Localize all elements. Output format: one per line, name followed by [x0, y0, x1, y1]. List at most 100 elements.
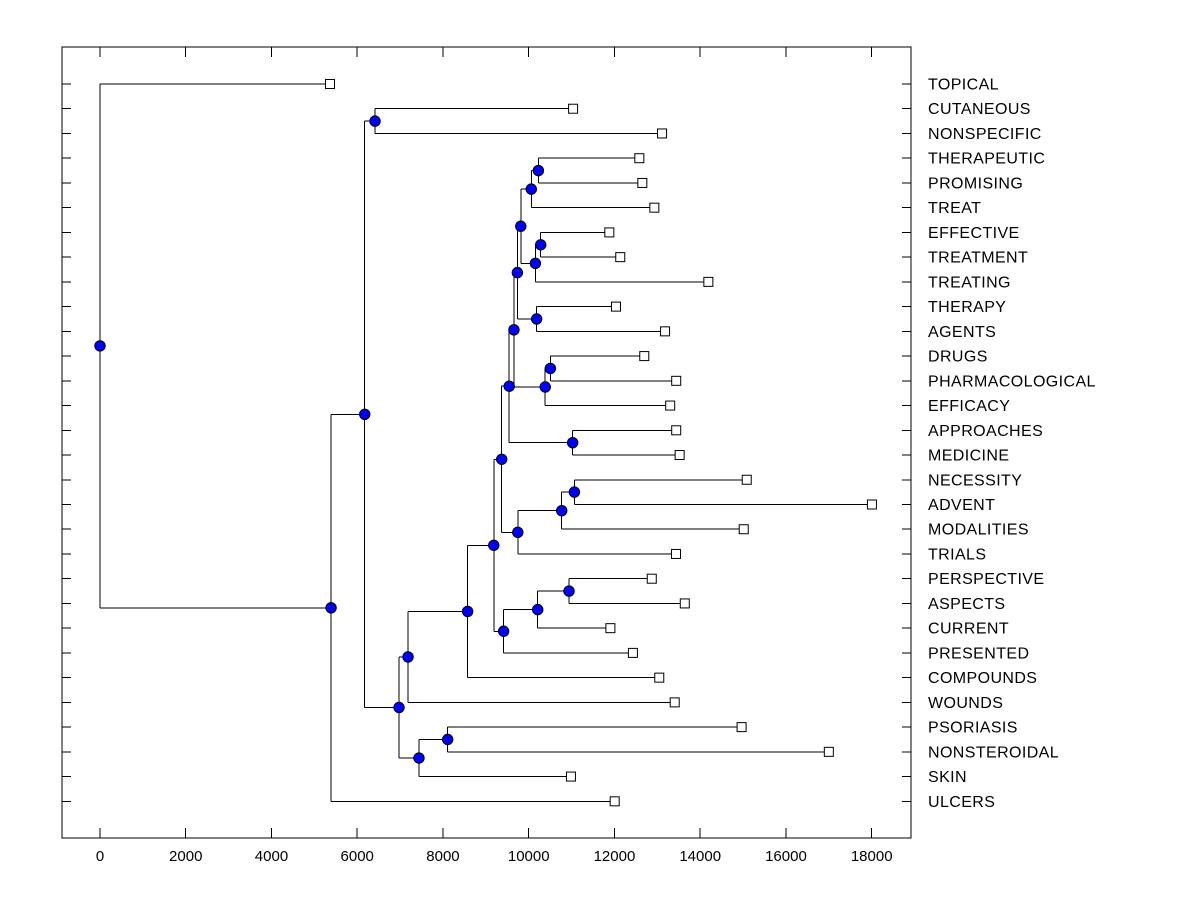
leaf-marker-current — [605, 623, 616, 634]
cluster-node — [461, 605, 474, 618]
axis-ticks — [62, 47, 911, 838]
leaf-marker-aspects — [679, 598, 690, 609]
leaf-marker-pharmacological — [671, 375, 682, 386]
cluster-node — [525, 183, 537, 195]
cluster-node — [539, 381, 551, 393]
leaf-label-compounds: COMPOUNDS — [928, 670, 1037, 687]
leaf-marker-psoriasis — [736, 722, 747, 733]
leaf-marker-treatment — [615, 252, 626, 263]
cluster-node — [532, 164, 545, 177]
x-tick-label: 4000 — [255, 848, 288, 865]
leaf-markers — [325, 79, 877, 807]
leaf-label-drugs: DRUGS — [928, 349, 988, 366]
leaf-marker-nonsteroidal — [823, 746, 834, 757]
leaf-label-nonspecific: NONSPECIFIC — [928, 126, 1042, 143]
x-tick-label: 18000 — [851, 848, 893, 865]
cluster-node — [496, 453, 508, 465]
leaf-marker-drugs — [639, 351, 650, 362]
leaf-marker-therapy — [610, 301, 621, 312]
leaf-label-efficacy: EFFICACY — [928, 398, 1010, 415]
leaf-label-pharmacological: PHARMACOLOGICAL — [928, 373, 1096, 390]
leaf-label-psoriasis: PSORIASIS — [928, 720, 1018, 737]
leaf-marker-effective — [604, 227, 615, 238]
leaf-label-therapy: THERAPY — [928, 299, 1006, 316]
cluster-node — [359, 408, 371, 420]
cluster-node — [529, 257, 542, 270]
cluster-node — [532, 603, 544, 616]
cluster-node — [325, 602, 337, 614]
leaf-label-presented: PRESENTED — [928, 645, 1029, 662]
leaf-marker-treating — [703, 276, 714, 287]
x-tick-label: 12000 — [594, 848, 636, 865]
cluster-node — [497, 625, 510, 637]
cluster-node — [413, 752, 425, 764]
leaf-label-modalities: MODALITIES — [928, 522, 1029, 539]
leaf-label-agents: AGENTS — [928, 324, 996, 341]
leaf-label-approaches: APPROACHES — [928, 423, 1043, 440]
leaf-marker-advent — [866, 499, 877, 510]
leaf-marker-approaches — [671, 425, 682, 436]
leaf-marker-wounds — [669, 697, 680, 708]
x-tick-label: 16000 — [765, 848, 807, 865]
cluster-node — [512, 526, 524, 539]
leaf-marker-skin — [565, 771, 576, 782]
leaf-label-current: CURRENT — [928, 621, 1009, 638]
leaf-marker-perspective — [646, 573, 657, 584]
leaf-marker-ulcers — [609, 796, 620, 807]
leaf-marker-topical — [325, 79, 336, 89]
cluster-node — [568, 486, 581, 498]
leaf-labels: TOPICAL CUTANEOUS NONSPECIFIC THERAPEUTIC PR… — [928, 77, 1096, 811]
x-tick-label: 0 — [96, 848, 104, 865]
cluster-node — [566, 436, 579, 449]
x-tick-label: 2000 — [169, 848, 202, 865]
leaf-label-effective: EFFECTIVE — [928, 225, 1020, 242]
leaf-marker-promising — [637, 177, 648, 188]
cluster-node — [556, 504, 568, 517]
leaf-label-necessity: NECESSITY — [928, 472, 1022, 489]
cluster-node — [393, 701, 405, 714]
x-tick-label: 8000 — [426, 848, 459, 865]
plot-border — [61, 46, 912, 839]
leaf-marker-compounds — [654, 672, 665, 683]
leaf-label-wounds: WOUNDS — [928, 695, 1003, 712]
leaf-label-therapeutic: THERAPEUTIC — [928, 151, 1045, 168]
leaf-marker-modalities — [738, 524, 749, 535]
cluster-node — [441, 733, 454, 746]
leaf-label-aspects: ASPECTS — [928, 596, 1006, 613]
cluster-node — [511, 266, 524, 279]
cluster-node — [544, 362, 557, 375]
leaf-marker-medicine — [674, 450, 685, 461]
leaf-label-trials: TRIALS — [928, 546, 986, 563]
cluster-node — [94, 340, 106, 352]
cluster-node — [530, 313, 543, 325]
cluster-nodes — [94, 115, 581, 764]
cluster-node — [402, 651, 414, 663]
x-tick-label: 14000 — [679, 848, 721, 865]
plot-box-border — [61, 46, 912, 839]
leaf-marker-presented — [627, 647, 638, 658]
leaf-marker-treat — [649, 202, 660, 213]
x-tick-label: 10000 — [508, 848, 550, 865]
leaf-label-topical: TOPICAL — [928, 77, 999, 94]
leaf-label-treatment: TREATMENT — [928, 250, 1028, 267]
leaf-marker-trials — [670, 548, 681, 559]
leaf-label-skin: SKIN — [928, 769, 967, 786]
leaf-marker-nonspecific — [657, 128, 668, 139]
leaf-label-treating: TREATING — [928, 274, 1011, 291]
leaf-marker-efficacy — [665, 400, 676, 411]
cluster-node — [369, 115, 381, 127]
leaf-label-promising: PROMISING — [928, 175, 1023, 192]
x-tick-label: 6000 — [341, 848, 374, 865]
cluster-node — [535, 239, 547, 251]
leaf-marker-therapeutic — [634, 153, 645, 164]
x-tick-labels: 0 2000 4000 6000 8000 10000 12000 14000 16000 180… — [96, 848, 893, 865]
cluster-node — [503, 380, 515, 392]
leaf-marker-cutaneous — [568, 103, 579, 114]
leaf-label-medicine: MEDICINE — [928, 448, 1009, 465]
cluster-node — [515, 220, 527, 232]
leaf-label-perspective: PERSPECTIVE — [928, 571, 1044, 588]
leaf-marker-necessity — [741, 474, 752, 485]
leaf-label-advent: ADVENT — [928, 497, 995, 514]
